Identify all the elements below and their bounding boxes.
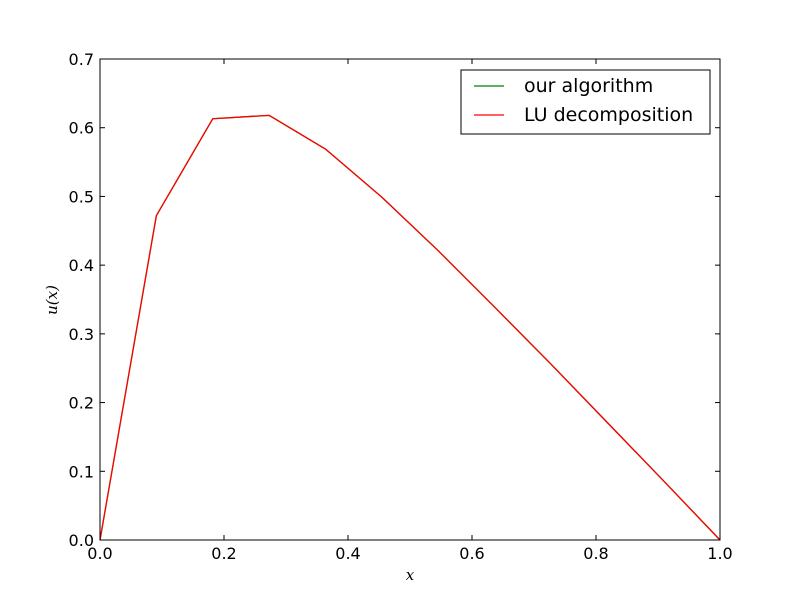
y-tick-label: 0.2 (69, 394, 94, 413)
plot-frame (99, 58, 721, 541)
series-lines (99, 114, 721, 541)
y-tick-label: 0.0 (69, 531, 94, 550)
legend-box (460, 69, 711, 135)
series-line-lu-decomposition (99, 114, 721, 541)
x-tick-label: 0.0 (87, 544, 112, 563)
y-tick-label: 0.4 (69, 256, 94, 275)
legend-label-lu-decomposition: LU decomposition (524, 104, 693, 126)
y-tick-label: 0.5 (69, 187, 94, 206)
x-tick-label: 0.6 (459, 544, 484, 563)
y-tick-label: 0.6 (69, 119, 94, 138)
axis-ticks: 0.0 0.2 0.4 0.6 0.8 1.0 0.0 0.1 0.2 0.3 0.4 0.5 0.6 0… (69, 50, 733, 563)
x-tick-label: 0.2 (211, 544, 236, 563)
x-axis-label: x (406, 566, 415, 584)
legend-label-our-algorithm: our algorithm (524, 75, 653, 97)
x-tick-label: 0.8 (583, 544, 608, 563)
y-tick-label: 0.1 (69, 462, 94, 481)
legend: our algorithm LU decomposition (460, 69, 711, 135)
y-tick-label: 0.3 (69, 325, 94, 344)
x-tick-label: 0.4 (335, 544, 360, 563)
y-tick-label: 0.7 (69, 50, 94, 69)
x-tick-label: 1.0 (707, 544, 732, 563)
plot-area (100, 59, 720, 540)
y-axis-label: u(x) (43, 285, 61, 315)
